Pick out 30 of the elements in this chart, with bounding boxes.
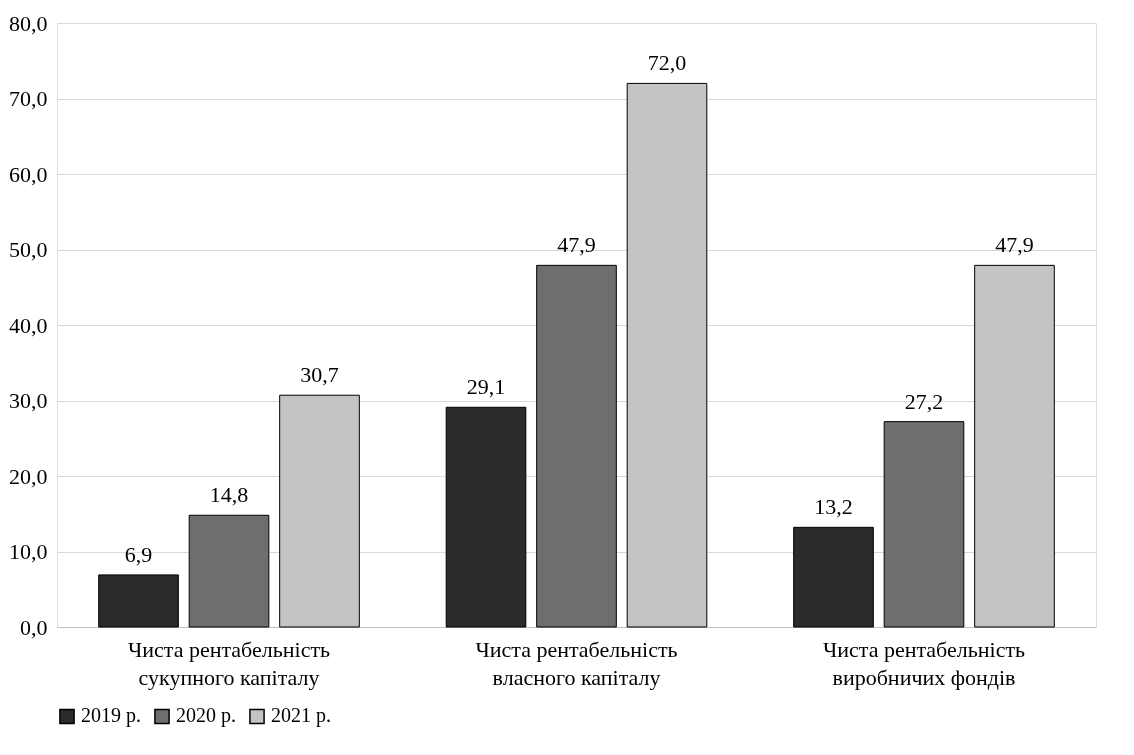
y-tick-label: 60,0: [9, 161, 48, 187]
data-label: 72,0: [647, 50, 687, 76]
x-tick-label: Чиста рентабельність виробничих фондів: [822, 636, 1026, 690]
bar: [188, 514, 270, 628]
legend-label: 2019 р.: [81, 704, 141, 728]
x-tick-label: Чиста рентабельність власного капіталу: [475, 636, 678, 690]
data-label: 6,9: [124, 541, 153, 567]
data-label: 13,2: [814, 494, 853, 520]
data-label: 14,8: [209, 482, 249, 508]
y-tick-label: 70,0: [9, 86, 48, 111]
y-tick-label: 30,0: [9, 388, 48, 413]
legend-label: 2021 р.: [271, 704, 331, 728]
data-label: 29,1: [466, 374, 506, 400]
y-tick-label: 80,0: [9, 10, 48, 36]
data-label: 30,7: [300, 362, 339, 388]
data-label: 47,9: [557, 232, 596, 258]
y-tick-label: 20,0: [9, 463, 48, 489]
legend-label: 2020 р.: [176, 704, 236, 728]
bar: [536, 264, 617, 628]
bar: [445, 406, 527, 628]
y-tick-label: 10,0: [9, 539, 48, 564]
bar: [793, 526, 874, 628]
data-label: 47,9: [995, 232, 1034, 258]
data-label: 27,2: [904, 388, 944, 414]
bar: [883, 421, 965, 628]
y-tick-label: 0,0: [20, 614, 48, 640]
y-tick-label: 40,0: [9, 312, 48, 338]
bar: [98, 574, 179, 628]
y-tick-label: 50,0: [9, 237, 48, 262]
x-tick-label: Чиста рентабельність сукупного капіталу: [127, 636, 331, 690]
